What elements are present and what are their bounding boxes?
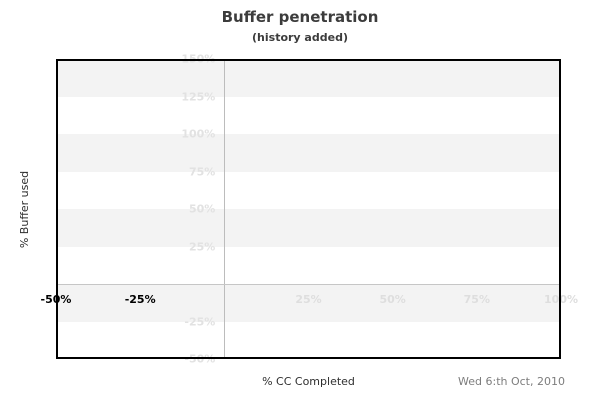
plot-stripe [56,284,561,322]
date-label: Wed 6:th Oct, 2010 [458,375,565,388]
plot-stripe [56,134,561,172]
x-tick-label: 100% [544,293,578,306]
y-tick-label: 100% [181,127,216,141]
x-zero-gridline [224,59,226,359]
y-tick-label: -50% [184,352,216,366]
y-tick-label: 50% [188,202,216,216]
chart-subtitle: (history added) [252,31,348,44]
x-axis-title: % CC Completed [262,375,355,388]
y-zero-gridline [56,284,561,285]
x-tick-label: -50% [40,293,72,306]
y-tick-label: 125% [181,90,216,103]
x-tick-label: 25% [295,293,322,306]
plot-stripe [56,59,561,97]
plot-area: 150% 125% 100% 75% 50% 25% -25% -50% -50% -25% 25%… [41,53,578,366]
y-axis-title: % Buffer used [8,59,42,359]
x-tick-label: 75% [463,293,490,306]
chart-title: Buffer penetration [221,8,379,26]
y-axis-title-text: % Buffer used [18,170,32,248]
y-tick-label: 75% [188,165,216,178]
plot-stripe [56,209,561,247]
x-tick-label: 50% [379,293,406,306]
y-tick-label: -25% [184,315,216,328]
y-tick-label: 25% [188,240,216,253]
y-tick-label: 150% [181,52,216,66]
x-tick-label: -25% [124,293,156,306]
